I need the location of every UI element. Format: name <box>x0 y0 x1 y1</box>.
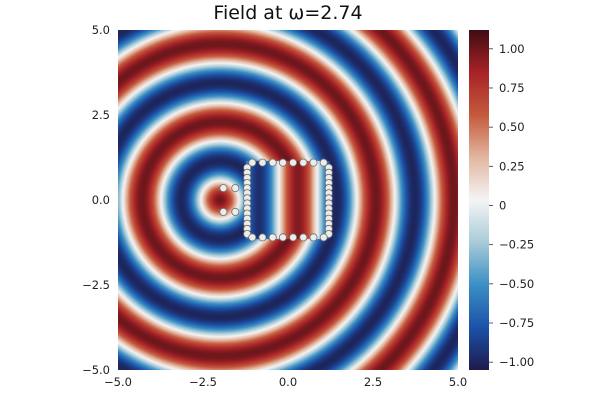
chart-title: Field at ω=2.74 <box>213 2 362 24</box>
scatterer-point <box>268 233 277 242</box>
scatterer-point <box>299 158 308 167</box>
colorbar-tick-label: 0.75 <box>499 81 525 95</box>
y-tick-label: −5.0 <box>82 363 110 377</box>
colorbar-tick-label: 0.50 <box>499 120 525 134</box>
colorbar-tick-label: −0.75 <box>499 316 534 330</box>
scatterer-point <box>278 233 287 242</box>
y-tick-label: 2.5 <box>92 108 110 122</box>
scatterer-point <box>268 158 277 167</box>
scatterer-point <box>258 158 267 167</box>
scatterer-point <box>289 158 298 167</box>
scatterer-point <box>309 158 318 167</box>
y-axis: −5.0 −2.5 0.0 2.5 5.0 <box>82 23 110 377</box>
scatterer-point <box>231 207 240 216</box>
x-tick-label: −5.0 <box>104 375 132 389</box>
scatterer-point <box>219 184 228 193</box>
colorbar-tick-label: −0.25 <box>499 238 534 252</box>
colorbar-tick-label: −1.00 <box>499 355 534 369</box>
x-tick-label: 5.0 <box>449 375 467 389</box>
colorbar-ticks: 1.00 0.75 0.50 0.25 0 −0.25 −0.50 −0.75 −1.00 <box>489 42 534 369</box>
colorbar-tick-label: 1.00 <box>499 42 525 56</box>
y-tick-label: 0.0 <box>92 193 110 207</box>
colorbar: 1.00 0.75 0.50 0.25 0 −0.25 −0.50 −0.75 −1.00 <box>469 30 534 370</box>
scatterer-point <box>248 233 257 242</box>
y-tick-label: −2.5 <box>82 278 110 292</box>
scatterer-point <box>309 233 318 242</box>
scatterer-point <box>319 233 328 242</box>
scatterer-points <box>219 158 333 242</box>
x-tick-label: 2.5 <box>364 375 382 389</box>
scatterer-point <box>248 158 257 167</box>
colorbar-tick-label: 0.25 <box>499 159 525 173</box>
colorbar-tick-label: −0.50 <box>499 277 534 291</box>
scatterer-point <box>219 207 228 216</box>
scatterer-point <box>299 233 308 242</box>
plot-area <box>118 30 458 370</box>
scatterer-point <box>319 158 328 167</box>
colorbar-tick-label: 0 <box>499 198 506 212</box>
x-tick-label: 0.0 <box>279 375 297 389</box>
x-tick-label: −2.5 <box>189 375 217 389</box>
y-tick-label: 5.0 <box>92 23 110 37</box>
scatterer-point <box>231 184 240 193</box>
scatterer-point <box>278 158 287 167</box>
colorbar-gradient <box>469 30 489 370</box>
scatterer-point <box>289 233 298 242</box>
field-heatmap <box>118 30 458 370</box>
x-axis: −5.0 −2.5 0.0 2.5 5.0 <box>104 375 467 389</box>
scatterer-point <box>258 233 267 242</box>
